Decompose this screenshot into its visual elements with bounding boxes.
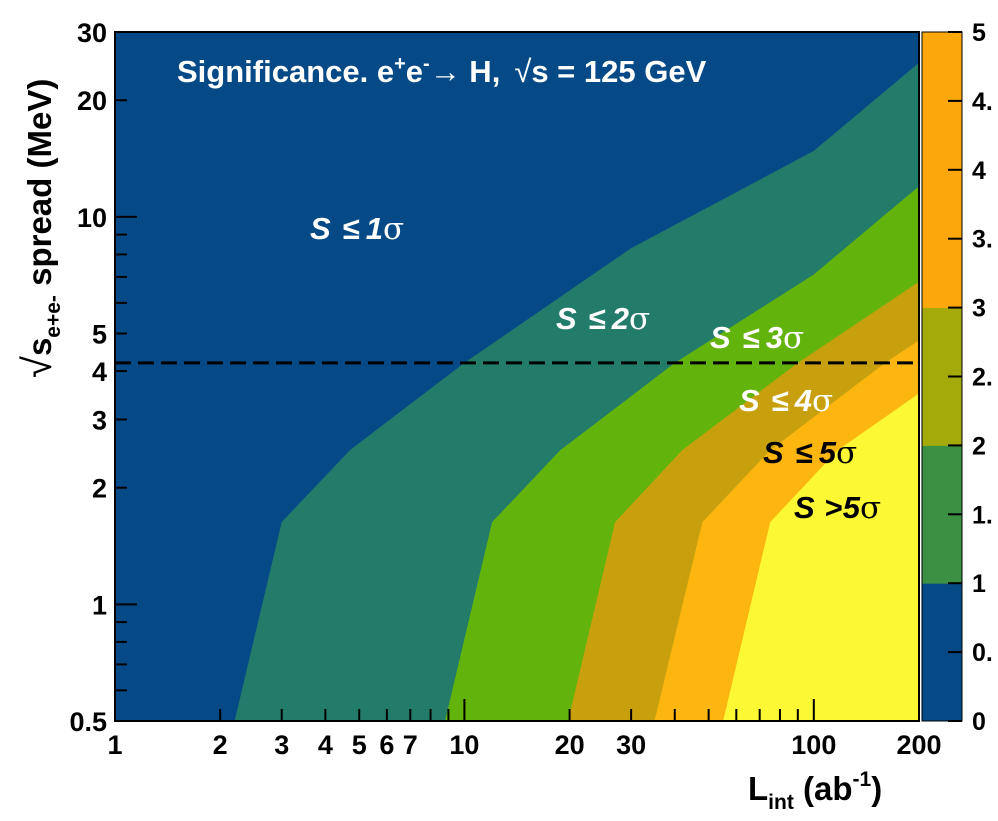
y-tick-label: 2 — [92, 474, 107, 504]
colorbar-tick-label: 0 — [972, 708, 986, 736]
significance-bands — [115, 32, 919, 721]
x-tick-label: 3 — [274, 730, 289, 760]
band-above-5sigma — [723, 393, 919, 721]
y-tick-label: 20 — [77, 86, 107, 116]
colorbar-tick-label: 3. — [972, 226, 993, 254]
x-tick-label: 30 — [616, 730, 646, 760]
y-tick-label: 4 — [92, 357, 107, 387]
x-tick-label: 5 — [352, 730, 367, 760]
x-axis-title: Lint (ab-1) — [748, 768, 882, 814]
x-tick-label: 1 — [107, 730, 122, 760]
colorbar: 0 0. 1 1. 2 2. 3 3. 4 4. 5 — [921, 19, 993, 736]
region-label-1sigma: S ≤1σ — [310, 211, 404, 247]
region-label-5sigma: S ≤5σ — [763, 435, 857, 471]
x-tick-label: 10 — [449, 730, 479, 760]
colorbar-tick-label: 2 — [972, 432, 986, 460]
colorbar-tick-label: 1 — [972, 570, 986, 598]
x-tick-label: 7 — [403, 730, 418, 760]
colorbar-segment — [922, 100, 962, 171]
x-tick-label: 4 — [318, 730, 333, 760]
y-tick-label: 30 — [77, 18, 107, 48]
y-tick-label: 5 — [92, 320, 107, 350]
colorbar-segment — [922, 514, 962, 584]
colorbar-tick-label: 0. — [972, 639, 993, 667]
colorbar-tick-label: 4. — [972, 88, 993, 116]
colorbar-segment — [922, 32, 962, 102]
colorbar-segment — [922, 307, 962, 377]
colorbar-segment — [922, 445, 962, 515]
colorbar-tick-label: 5 — [972, 19, 986, 47]
colorbar-tick-label: 3 — [972, 295, 986, 323]
y-tick-label: 0.5 — [69, 707, 107, 737]
plot-frame — [114, 31, 920, 722]
region-label-above-5sigma: S >5σ — [794, 490, 881, 526]
y-axis: 0.5 1 2 3 4 5 10 20 30 — [69, 18, 137, 737]
colorbar-tick-label: 1. — [972, 501, 993, 529]
colorbar-segment — [922, 169, 962, 240]
region-label-4sigma: S ≤4σ — [739, 383, 833, 419]
colorbar-segment — [922, 376, 962, 446]
y-tick-label: 1 — [92, 590, 107, 620]
colorbar-segment — [922, 583, 962, 653]
y-tick-label: 3 — [92, 405, 107, 435]
x-axis: 1 2 3 4 5 6 7 10 20 30 100 200 — [107, 699, 942, 760]
x-tick-label: 2 — [213, 730, 228, 760]
colorbar-segment — [922, 652, 962, 722]
region-label-2sigma: S ≤2σ — [556, 301, 650, 337]
chart-title: Significance. e+e-→ H, √s = 125 GeV — [177, 53, 707, 89]
colorbar-tick-label: 2. — [972, 364, 993, 392]
colorbar-segment — [922, 238, 962, 309]
x-tick-label: 20 — [555, 730, 585, 760]
y-tick-label: 10 — [77, 203, 107, 233]
y-axis-title: √se+e- spread (MeV) — [16, 79, 65, 378]
x-tick-label: 200 — [896, 730, 941, 760]
colorbar-tick-label: 4 — [972, 157, 986, 185]
x-tick-label: 6 — [379, 730, 394, 760]
region-label-3sigma: S ≤3σ — [710, 320, 804, 356]
x-tick-label: 100 — [791, 730, 836, 760]
